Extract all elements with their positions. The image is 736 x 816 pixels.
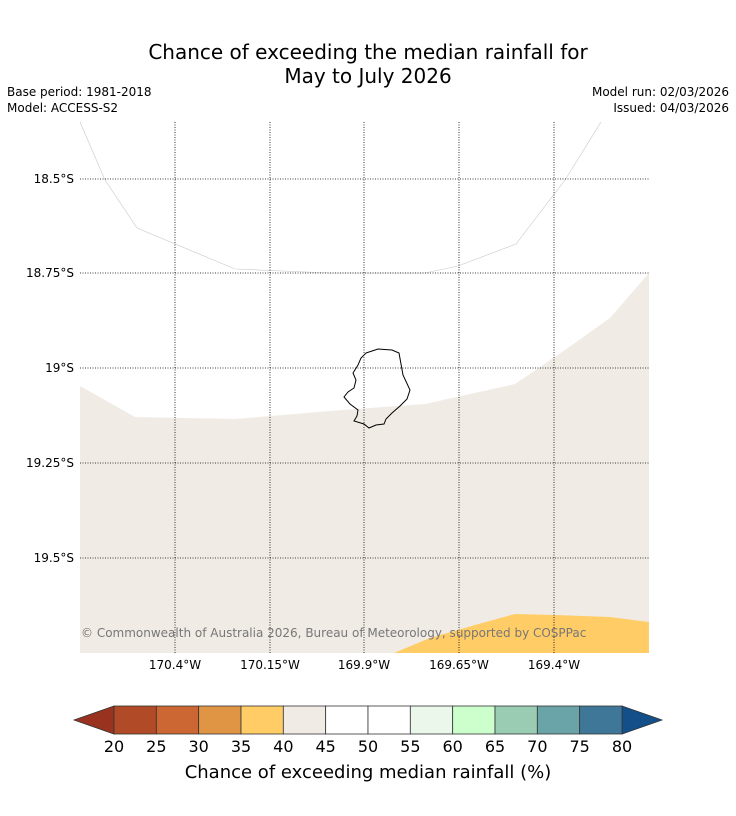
model-name: Model: ACCESS-S2 — [7, 101, 119, 115]
colorbar: 20 25 30 35 40 45 50 55 60 65 70 75 80 — [72, 705, 664, 756]
lat-label: 19.5°S — [34, 551, 74, 565]
colorbar-segment — [367, 705, 411, 735]
colorbar-tick-label: 75 — [569, 737, 589, 756]
colorbar-label: Chance of exceeding median rainfall (%) — [184, 762, 552, 783]
copyright-notice: © Commonwealth of Australia 2026, Bureau… — [81, 626, 586, 640]
lon-label: 169.65°W — [429, 658, 489, 672]
colorbar-segment — [325, 705, 369, 735]
lon-label: 169.4°W — [528, 658, 580, 672]
lat-label: 18.75°S — [26, 266, 74, 280]
colorbar-segment — [494, 705, 538, 735]
colorbar-tick-label: 50 — [358, 737, 378, 756]
region-35-40 — [394, 614, 649, 653]
colorbar-tick-label: 70 — [527, 737, 547, 756]
base-period: Base period: 1981-2018 — [7, 85, 152, 99]
colorbar-over-arrow — [621, 705, 664, 735]
colorbar-tick-label: 80 — [612, 737, 632, 756]
colorbar-tick-label: 35 — [231, 737, 251, 756]
longitude-labels: 170.4°W 170.15°W 169.9°W 169.65°W 169.4°… — [149, 658, 580, 672]
colorbar-segment — [113, 705, 157, 735]
island-outline — [343, 348, 411, 429]
map-title-line1: Chance of exceeding the median rainfall … — [148, 40, 588, 64]
colorbar-segment — [240, 705, 284, 735]
lon-label: 169.9°W — [338, 658, 390, 672]
issued-date: Issued: 04/03/2026 — [613, 101, 729, 115]
colorbar-segment — [579, 705, 623, 735]
colorbar-tick-label: 65 — [485, 737, 505, 756]
colorbar-tick-label: 30 — [188, 737, 208, 756]
lat-label: 19.25°S — [26, 456, 74, 470]
colorbar-segment — [452, 705, 496, 735]
colorbar-tick-label: 20 — [104, 737, 124, 756]
latitude-labels: 18.5°S 18.75°S 19°S 19.25°S 19.5°S — [26, 172, 74, 565]
contour-line — [80, 122, 602, 274]
model-run-date: Model run: 02/03/2026 — [591, 85, 729, 99]
colorbar-tick-label: 40 — [273, 737, 293, 756]
longitude-gridlines — [174, 122, 555, 653]
colorbar-under-arrow — [72, 705, 115, 735]
map-title-line2: May to July 2026 — [284, 64, 452, 88]
lat-label: 18.5°S — [34, 172, 74, 186]
colorbar-segment — [409, 705, 454, 735]
lon-label: 170.15°W — [240, 658, 300, 672]
colorbar-tick-label: 25 — [146, 737, 166, 756]
colorbar-segment — [198, 705, 242, 735]
colorbar-segment — [155, 705, 200, 735]
colorbar-segment — [282, 705, 327, 735]
lat-label: 19°S — [45, 361, 74, 375]
lon-label: 170.4°W — [149, 658, 201, 672]
colorbar-tick-label: 60 — [442, 737, 462, 756]
colorbar-tick-label: 45 — [315, 737, 335, 756]
region-40-45 — [80, 273, 649, 653]
colorbar-segment — [536, 705, 581, 735]
colorbar-tick-label: 55 — [400, 737, 420, 756]
